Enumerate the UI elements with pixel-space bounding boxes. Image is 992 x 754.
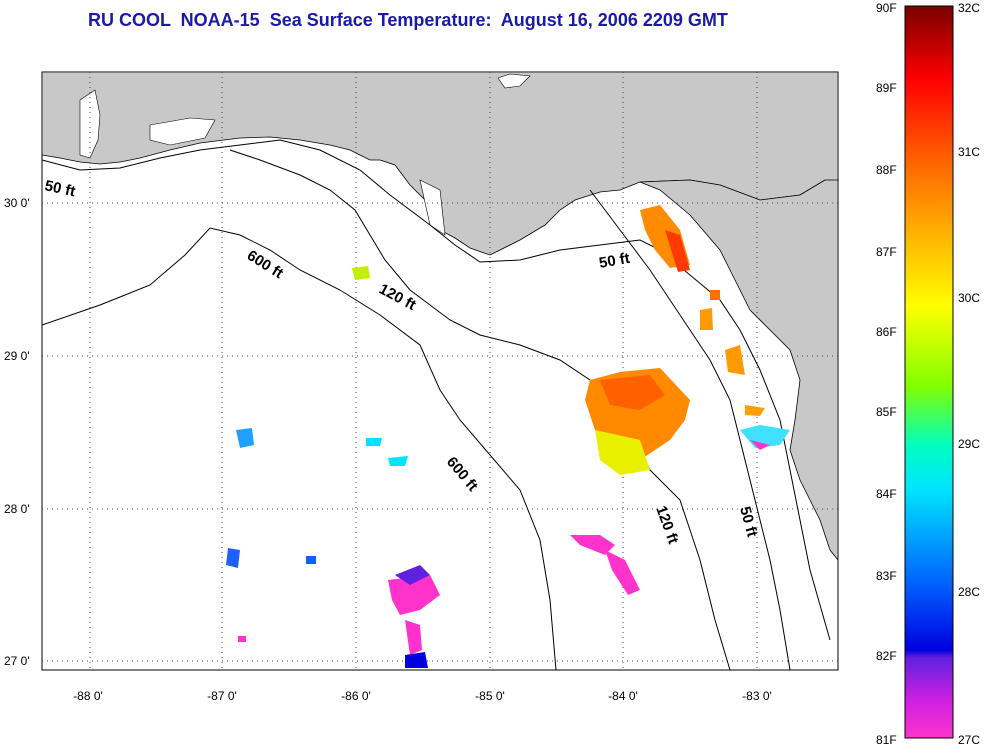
- colorbar: [904, 5, 954, 739]
- colorbar-c-label: 30C: [958, 291, 980, 305]
- land-florida-peninsula: [639, 179, 838, 561]
- colorbar-c-label: 31C: [958, 145, 980, 159]
- colorbar-c-label: 27C: [958, 733, 980, 747]
- lat-tick: 29 0': [4, 349, 30, 363]
- colorbar-f-labels: 90F 89F 88F 87F 86F 85F 84F 83F 82F 81F: [876, 1, 897, 747]
- colorbar-f-label: 85F: [876, 405, 897, 419]
- lat-tick: 28 0': [4, 502, 30, 516]
- bathymetry-contours: [42, 139, 831, 670]
- lon-tick: -85 0': [475, 689, 505, 703]
- colorbar-f-label: 86F: [876, 325, 897, 339]
- colorbar-f-label: 89F: [876, 81, 897, 95]
- colorbar-f-label: 81F: [876, 733, 897, 747]
- colorbar-c-label: 32C: [958, 1, 980, 15]
- colorbar-f-label: 90F: [876, 1, 897, 15]
- contour-label: 50 ft: [598, 250, 631, 272]
- lat-tick: 30 0': [4, 196, 30, 210]
- lat-tick: 27 0': [4, 654, 30, 668]
- lon-tick-labels: -88 0' -87 0' -86 0' -85 0' -84 0' -83 0…: [73, 689, 772, 703]
- lon-tick: -87 0': [207, 689, 237, 703]
- colorbar-f-label: 83F: [876, 569, 897, 583]
- colorbar-c-label: 28C: [958, 585, 980, 599]
- colorbar-f-label: 84F: [876, 487, 897, 501]
- lat-tick-labels: 30 0' 29 0' 28 0' 27 0': [4, 196, 30, 668]
- colorbar-f-label: 87F: [876, 245, 897, 259]
- colorbar-f-label: 82F: [876, 649, 897, 663]
- colorbar-c-labels: 32C 31C 30C 29C 28C 27C: [958, 1, 980, 747]
- contour-label: 50 ft: [43, 177, 77, 200]
- lon-tick: -86 0': [341, 689, 371, 703]
- lon-tick: -88 0': [73, 689, 103, 703]
- lon-tick: -84 0': [608, 689, 638, 703]
- lon-tick: -83 0': [742, 689, 772, 703]
- colorbar-c-label: 29C: [958, 437, 980, 451]
- map-title: RU COOL NOAA-15 Sea Surface Temperature:…: [88, 10, 728, 30]
- sst-patches: [226, 205, 790, 668]
- colorbar-f-label: 88F: [876, 163, 897, 177]
